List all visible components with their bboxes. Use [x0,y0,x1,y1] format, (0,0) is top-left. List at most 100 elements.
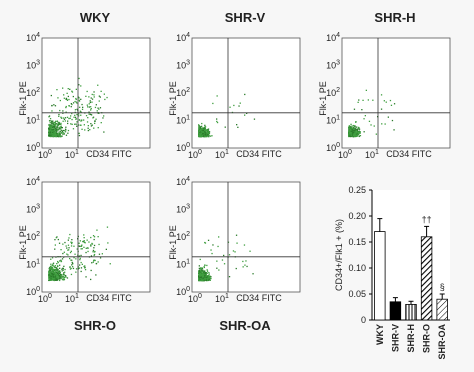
event-dot [86,121,89,123]
event-dot [95,118,97,120]
event-dot [52,268,54,270]
event-dot [199,270,202,272]
event-dot [50,279,52,281]
event-dot [50,94,52,97]
event-dot [71,90,73,92]
event-dot [208,272,210,274]
event-dot [246,265,248,268]
event-dot [393,129,395,131]
event-dot [207,275,209,277]
tick-base: 10 [65,294,75,304]
event-dot [53,104,55,106]
event-dot [202,277,204,279]
event-dot [362,99,364,101]
event-dot [54,128,57,131]
x-axis-label: CD34 FITC [86,149,132,159]
event-dot [91,98,94,100]
event-dot [60,116,62,118]
event-dot [242,266,244,268]
tick-exponent: 0 [198,293,202,300]
event-dot [354,132,356,134]
event-dot [358,135,360,137]
event-dot [70,106,72,108]
event-dot [62,273,64,276]
event-dot [354,135,356,137]
event-dot [381,123,383,125]
event-dot [200,273,202,275]
event-dot [354,134,357,136]
event-dot [97,84,99,86]
event-dot [208,273,210,275]
event-dot [354,126,356,128]
event-dot [89,100,91,102]
event-dot [202,135,205,137]
event-dot [73,245,75,247]
event-dot [48,116,50,118]
event-dot [75,88,77,90]
event-dot [206,132,208,134]
event-dot [209,275,211,277]
event-dot [51,265,53,267]
event-dot [53,135,55,137]
event-dot [94,106,97,109]
tick-label: 101 [215,149,229,160]
event-dot [389,99,392,102]
event-dot [217,245,219,248]
event-dot [50,132,52,134]
event-dot [63,277,65,279]
event-dot [51,120,53,122]
event-dot [203,266,205,268]
event-dot [204,264,206,266]
event-dot [67,122,69,125]
event-dot [58,275,61,277]
event-dot [350,133,352,135]
y-axis-label: Flk-1 PE [318,81,328,116]
event-dot [50,267,52,269]
event-dot [203,275,206,277]
event-dot [204,272,206,275]
event-dot [86,104,88,106]
tick-base: 10 [188,294,198,304]
event-dot [202,269,204,271]
event-dot [100,122,102,124]
event-dot [200,268,203,270]
event-dot [55,129,57,132]
event-dot [79,110,81,112]
event-dot [208,279,210,281]
event-dot [203,275,205,278]
bar [389,301,402,321]
y-axis-label: Flk-1 PE [168,225,178,260]
event-dot [352,127,354,129]
event-dot [58,277,60,279]
event-dot [55,277,57,280]
event-dot [52,126,54,129]
event-dot [67,254,69,256]
event-dot [74,114,76,116]
event-dot [50,124,52,126]
event-dot [350,127,353,129]
event-dot [48,273,50,275]
event-dot [103,93,105,95]
event-dot [357,133,360,135]
event-dot [206,129,209,132]
tick-exponent: 3 [186,60,190,67]
event-dot [88,113,90,115]
event-dot [48,272,50,274]
event-dot [57,271,60,273]
event-dot [63,272,65,274]
event-dot [244,93,246,96]
event-dot [68,247,70,249]
event-dot [48,130,50,133]
tick-label: 102 [176,87,190,98]
panel-title: SHR-O [74,318,116,333]
tick-base: 10 [215,150,225,160]
event-dot [246,112,248,114]
event-dot [51,267,54,269]
event-dot [64,131,67,133]
tick-label: 100 [188,149,202,160]
tick-base: 10 [338,150,348,160]
event-dot [207,135,209,137]
event-dot [62,252,64,255]
event-dot [64,117,67,119]
event-dot [59,134,61,136]
